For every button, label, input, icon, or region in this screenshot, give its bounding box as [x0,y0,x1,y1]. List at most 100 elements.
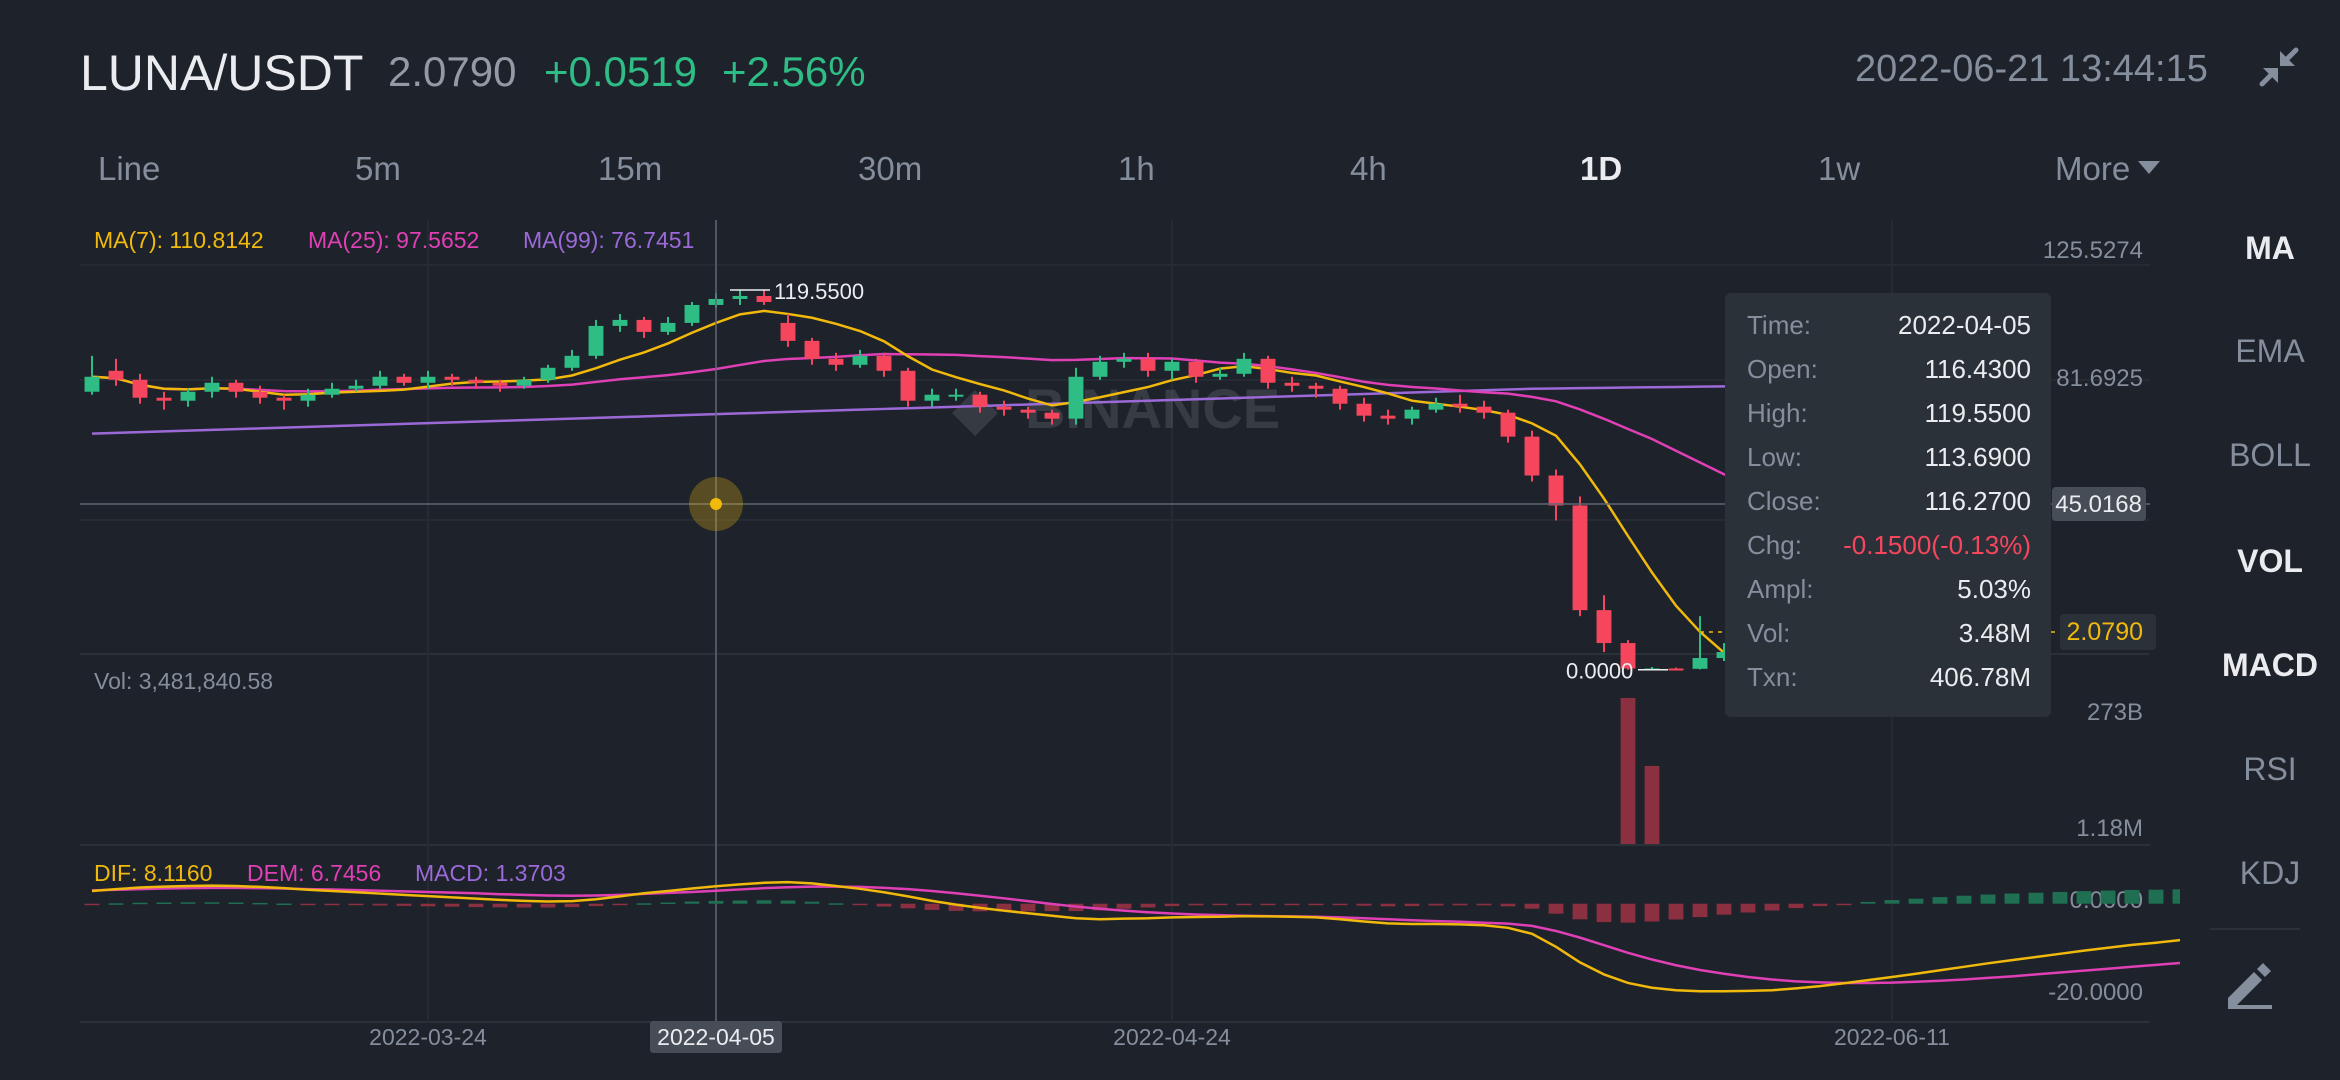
indicator-vol[interactable]: VOL [2237,543,2303,579]
macd-histogram-bar [1524,903,1540,909]
candle-body [900,370,916,401]
interval-tab-label: 1w [1818,150,1861,187]
indicator-rsi[interactable]: RSI [2243,751,2297,787]
candle [1476,400,1492,419]
candle-body [444,376,460,380]
tooltip-value: 116.4300 [1924,354,2031,384]
candle [588,319,604,359]
macd-histogram-bar [444,903,460,907]
candle-body [1668,668,1684,671]
macd-histogram-bar [1428,903,1444,906]
y-tick-label: -20.0000 [2048,979,2143,1006]
macd-histogram-bar [1116,903,1132,909]
macd-histogram-bar [1476,903,1492,906]
tooltip-value: 113.6900 [1924,442,2031,472]
candle [1044,409,1060,425]
candle [1140,352,1156,377]
macd-histogram-bar [1980,894,1996,904]
interval-tab-4h[interactable]: 4h [1350,150,1387,188]
macd-histogram-bar [1236,903,1252,906]
macd-histogram-bar [1500,903,1516,907]
candle [204,376,220,398]
macd-histogram-bar [84,903,100,906]
indicator-ma[interactable]: MA [2245,230,2295,266]
candle-body [1380,415,1396,419]
trading-pair: LUNA/USDT [80,45,364,101]
tooltip-row-vol: Vol: 3.48M [1747,618,2031,658]
interval-tab-more[interactable]: More [2055,150,2161,188]
interval-tab-30m[interactable]: 30m [858,150,922,188]
macd-histogram-bar [1740,903,1756,913]
tooltip-value: 119.5500 [1924,398,2031,428]
interval-tab-5m[interactable]: 5m [355,150,401,188]
macd-histogram-bar [1812,903,1828,907]
collapse-arrows-icon[interactable] [2256,44,2302,90]
tooltip-label: Chg: [1747,530,1802,560]
dif-line [91,880,2180,993]
candle-body [84,376,100,392]
candle-body [300,394,316,401]
interval-tab-1d[interactable]: 1D [1580,150,1622,188]
tooltip-label: Ampl: [1747,574,1814,604]
macd-histogram-bar [1764,903,1780,911]
watermark-text: BINANCE [1025,377,1280,440]
candle [1500,409,1516,443]
low-marker-label: 0.0000 [1566,659,1633,684]
macd-histogram-bar [1044,903,1060,912]
macd-histogram-bar [1644,903,1660,922]
macd-histogram-bar [1308,903,1324,906]
indicator-kdj[interactable]: KDJ [2239,855,2301,891]
candle [252,385,268,404]
indicator-macd[interactable]: MACD [2222,647,2318,683]
ma99-line [91,381,1989,435]
price-change: +0.0519 [544,48,697,95]
macd-histogram-bar [1572,903,1588,920]
macd-histogram-bar [1260,903,1276,906]
macd-histogram-bar [948,903,964,911]
indicator-boll[interactable]: BOLL [2229,437,2311,473]
candle-body [180,391,196,401]
macd-histogram-bar [228,902,244,905]
macd-histogram-bar [924,903,940,910]
candle-body [132,379,148,398]
interval-tab-line[interactable]: Line [98,150,160,188]
interval-tab-1w[interactable]: 1w [1818,150,1860,188]
candle-body [1356,403,1372,416]
tooltip-label: Time: [1747,310,1812,340]
candle [468,376,484,389]
last-price-box [2060,614,2156,650]
interval-tab-1h[interactable]: 1h [1118,150,1155,188]
chart-canvas[interactable]: BINANCE 119.5500 0.0000 MA(7): 110.8142 MA(2… [0,200,2180,1080]
macd-histogram-bar [396,903,412,906]
candle-body [156,397,172,401]
indicator-ema[interactable]: EMA [2235,333,2305,369]
macd-histogram-bar [900,903,916,909]
macd-histogram-bar [1284,903,1300,906]
tooltip-label: Vol: [1747,618,1791,648]
candle [324,382,340,398]
draw-pencil-icon[interactable] [2224,958,2276,1010]
interval-tab-label: 15m [598,150,663,187]
interval-tabs: Line 5m 15m 30m 1h 4h 1D 1w More [60,150,2180,206]
interval-tab-label: More [2055,150,2131,187]
candle-body [1692,658,1708,669]
interval-tab-label: 1D [1580,150,1623,187]
macd-histogram-bar [636,903,652,905]
candle [1284,376,1300,392]
candle [1548,469,1564,521]
candle [1524,430,1540,482]
macd-histogram-bar [2004,893,2020,904]
candle-body [1188,361,1204,377]
last-price-label: 2.0790 [2067,618,2143,646]
interval-tab-15m[interactable]: 15m [598,150,662,188]
interval-tab-label: 30m [858,150,923,187]
candle-body [732,295,748,299]
candle-body [1572,505,1588,611]
macd-legend-item: DEM: 6.7456 [247,860,381,886]
candle-body [1620,643,1636,669]
macd-histogram-bar [540,903,556,908]
candle-body [1212,373,1228,377]
candle [516,376,532,389]
candle [492,379,508,392]
candle-body [228,382,244,392]
